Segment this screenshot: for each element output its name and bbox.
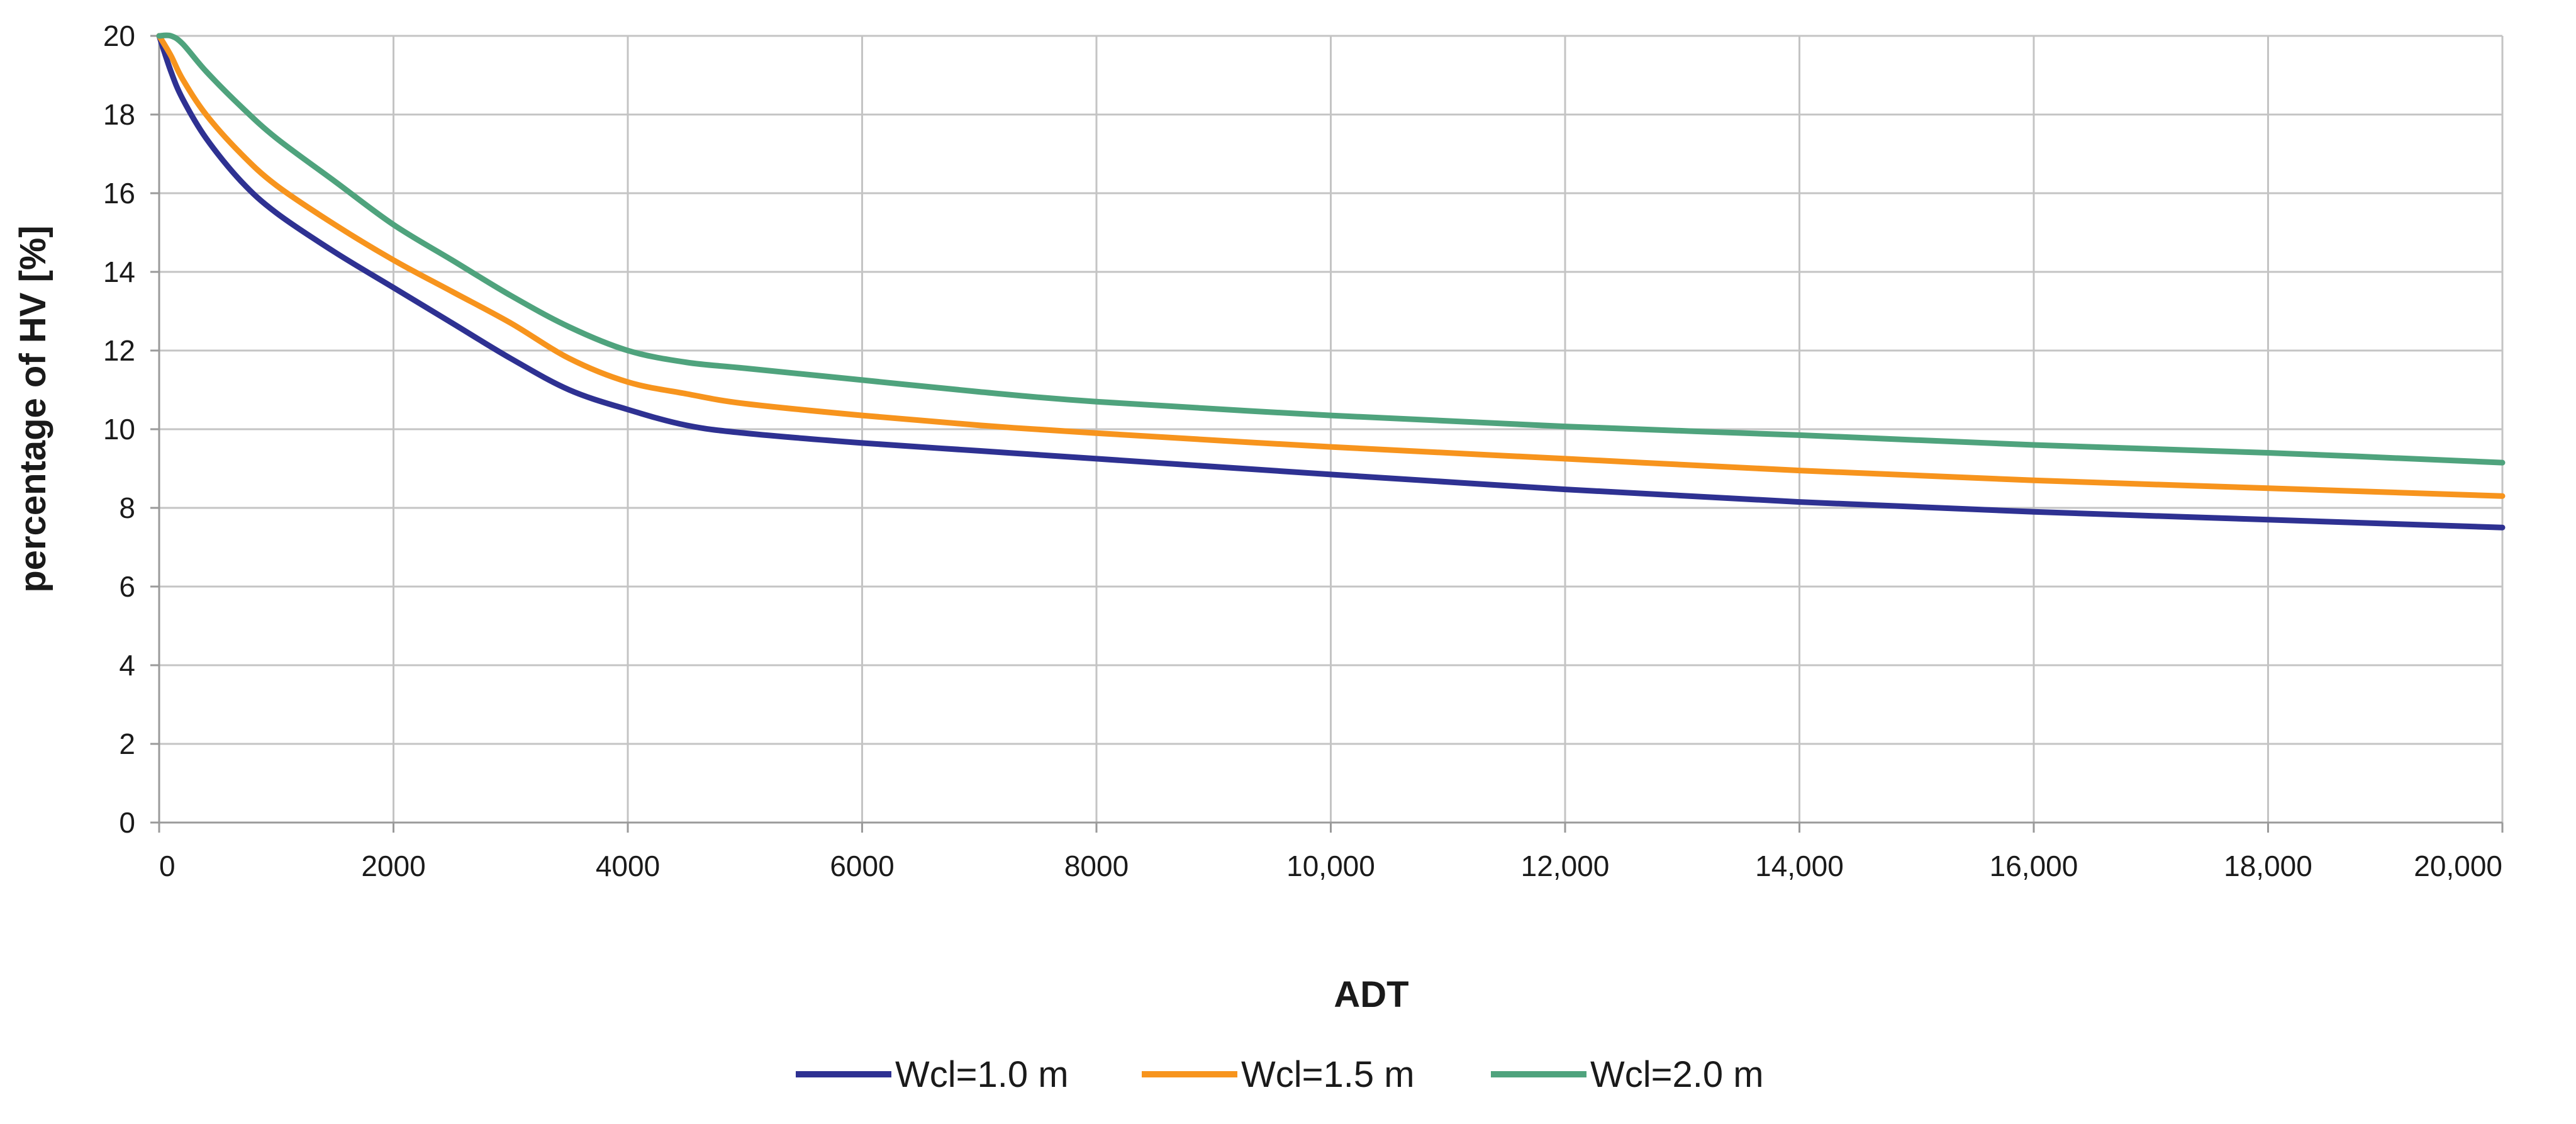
y-tick-label: 2 (119, 728, 135, 760)
grid-lines (159, 35, 2504, 823)
x-tick-label: 2000 (361, 850, 425, 882)
y-tick-label: 16 (103, 177, 135, 210)
y-tick-label: 12 (103, 334, 135, 367)
x-tick-label: 12,000 (1521, 850, 1610, 882)
series-line-2 (156, 33, 2506, 499)
legend-label-2: Wcl=1.5 m (1241, 1054, 1415, 1095)
x-tick-label: 16,000 (1990, 850, 2078, 882)
x-tick-label: 4000 (596, 850, 660, 882)
x-axis-title: ADT (1334, 974, 1408, 1015)
y-tick-label: 0 (119, 806, 135, 839)
axes (150, 35, 2504, 833)
y-tick-label: 20 (103, 20, 135, 52)
y-axis-title: percentage of HV [%] (13, 225, 53, 592)
series-line-3 (156, 32, 2506, 466)
x-tick-label: 18,000 (2224, 850, 2312, 882)
y-tick-label: 10 (103, 413, 135, 446)
x-tick-label: 6000 (830, 850, 894, 882)
y-tick-label: 6 (119, 570, 135, 603)
y-tick-label: 14 (103, 256, 135, 288)
tick-labels: 0 2 4 6 8 10 12 14 16 18 20 0 2000 4000 6000 8000 10,000… (103, 20, 2502, 882)
y-tick-label: 18 (103, 98, 135, 131)
x-tick-label: 10,000 (1286, 850, 1375, 882)
x-tick-label: 0 (159, 850, 176, 882)
legend-label-3: Wcl=2.0 m (1590, 1054, 1764, 1095)
series-lines (156, 32, 2506, 531)
y-tick-label: 4 (119, 649, 135, 682)
legend: Wcl=1.0 m Wcl=1.5 m Wcl=2.0 m (796, 1054, 1764, 1095)
y-tick-label: 8 (119, 492, 135, 524)
series-line-1 (156, 33, 2506, 531)
legend-label-1: Wcl=1.0 m (895, 1054, 1069, 1095)
x-tick-label: 14,000 (1755, 850, 1844, 882)
x-tick-label: 20,000 (2414, 850, 2502, 882)
x-tick-label: 8000 (1064, 850, 1129, 882)
